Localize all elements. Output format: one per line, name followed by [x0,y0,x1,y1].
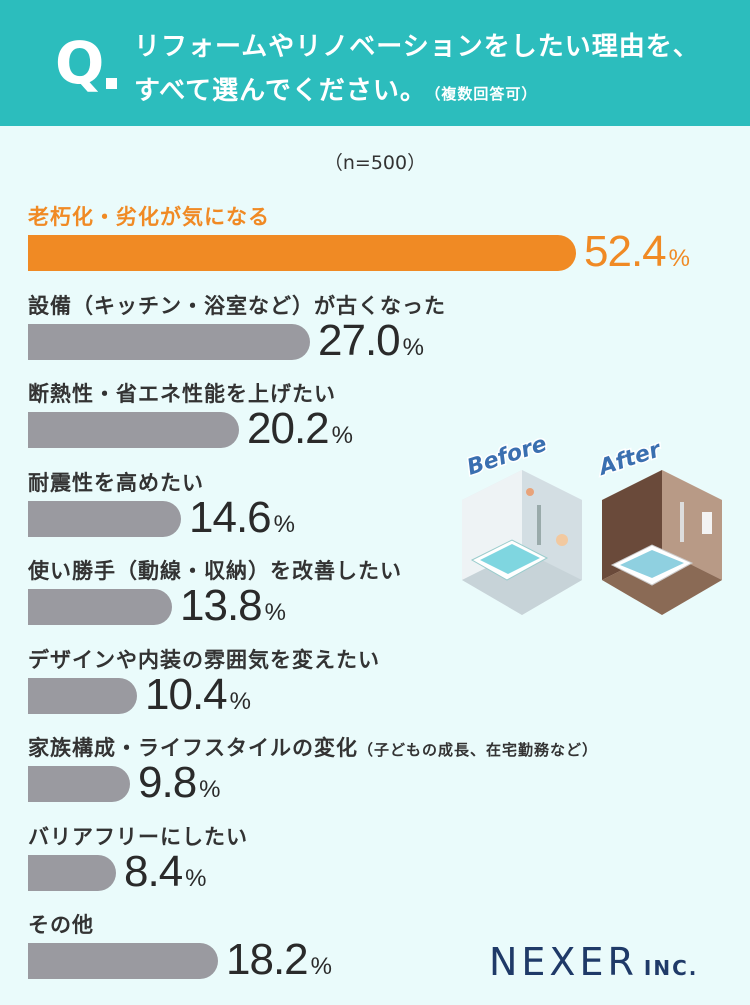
value-number: 8.4 [124,846,183,896]
category-text: バリアフリーにしたい [28,824,248,849]
before-after-bathroom-illustration: Before After [462,430,722,615]
value-label: 14.6% [189,492,295,547]
value-label: 8.4% [124,846,207,901]
bar [28,943,218,979]
value-number: 14.6 [189,492,272,542]
bar [28,854,116,891]
category-label: その他 [28,909,94,939]
value-number: 13.8 [180,581,263,630]
before-label: Before [464,432,550,481]
value-number: 27.0 [318,315,401,365]
bar [28,766,130,802]
category-label: 耐震性を高めたい [28,467,204,497]
value-label: 20.2% [247,407,353,458]
bar [28,677,137,714]
value-unit: % [668,245,690,272]
category-text: デザインや内装の雰囲気を変えたい [28,647,380,672]
question-line-2-text: すべて選んでください。 [134,76,427,106]
category-label: デザインや内装の雰囲気を変えたい [28,644,380,674]
value-label: 9.8% [138,761,221,812]
value-unit: % [402,333,424,361]
question-note: （複数回答可） [432,85,538,103]
value-unit: % [264,599,286,626]
sample-size-label: （n=500） [323,152,427,174]
bar [28,235,576,271]
category-label: 老朽化・劣化が気になる [28,201,270,231]
value-number: 20.2 [247,404,330,453]
value-label: 27.0% [318,315,424,370]
category-text: その他 [28,913,94,937]
category-text: 使い勝手（動線・収納）を改善したい [28,559,402,583]
nexer-logo: NEXER INC. [489,940,698,984]
value-label: 13.8% [180,584,286,635]
bar [28,500,181,537]
category-label: バリアフリーにしたい [28,821,248,851]
bar [28,589,172,625]
value-unit: % [331,422,353,449]
bar [28,323,310,360]
question-header: Q リフォームやリノベーションをしたい理由を、 すべて選んでください。 （複数回答… [0,0,750,126]
category-label: 設備（キッチン・浴室など）が古くなった [28,290,446,320]
before-room-icon [462,470,582,615]
value-number: 9.8 [138,758,197,807]
value-number: 10.4 [145,669,228,719]
q-mark: Q [55,29,105,97]
category-label: 家族構成・ライフスタイルの変化（子どもの成長、在宅勤務など） [28,732,598,762]
value-label: 10.4% [145,669,251,724]
category-text: 老朽化・劣化が気になる [28,205,270,229]
value-unit: % [199,776,221,803]
value-label: 52.4% [584,230,690,281]
value-unit: % [273,510,295,538]
value-unit: % [229,687,251,715]
category-text: 家族構成・ライフスタイルの変化 [28,736,358,760]
value-unit: % [185,864,207,892]
category-label: 断熱性・省エネ性能を上げたい [28,378,336,408]
value-label: 18.2% [226,938,332,989]
value-number: 52.4 [584,227,667,276]
q-dot [106,78,117,89]
brand-name: NEXER [489,940,638,984]
value-number: 18.2 [226,935,309,984]
category-text: 設備（キッチン・浴室など）が古くなった [28,293,446,318]
category-label: 使い勝手（動線・収納）を改善したい [28,555,402,585]
category-text: 断熱性・省エネ性能を上げたい [28,382,336,406]
question-line-1: リフォームやリノベーションをしたい理由を、 [134,32,700,62]
question-line-2: すべて選んでください。 （複数回答可） [134,70,537,107]
category-text: 耐震性を高めたい [28,470,204,495]
bar [28,412,239,448]
category-note: （子どもの成長、在宅勤務など） [358,741,599,759]
value-unit: % [310,953,332,980]
brand-suffix: INC. [643,956,699,980]
after-room-icon [602,470,722,615]
